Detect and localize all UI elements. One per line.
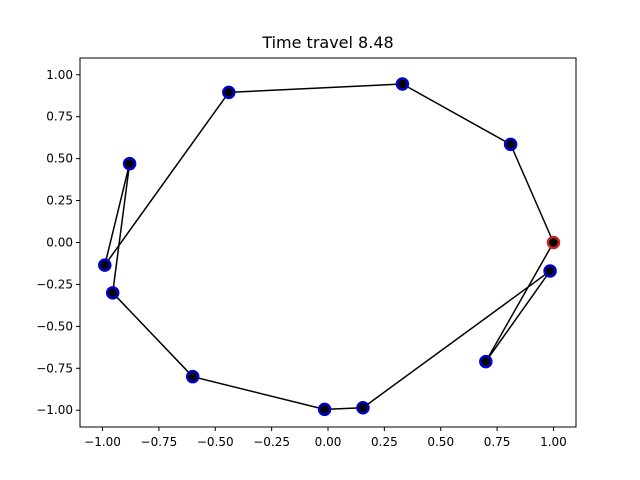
tour-points bbox=[98, 77, 561, 417]
y-tick-label: −1.00 bbox=[36, 403, 73, 417]
y-tick-label: −0.25 bbox=[36, 277, 73, 291]
y-tick-label: −0.75 bbox=[36, 361, 73, 375]
x-tick-label: −0.25 bbox=[253, 435, 290, 449]
y-tick-label: −0.50 bbox=[36, 319, 73, 333]
x-tick-label: 0.75 bbox=[484, 435, 511, 449]
start-city-point bbox=[546, 235, 561, 250]
city-point bbox=[317, 402, 332, 417]
y-axis: 1.00 0.75 0.50 0.25 0.00 −0.25 −0.50 −0.75 −1.00 bbox=[36, 68, 80, 417]
x-tick-label: 0.00 bbox=[315, 435, 342, 449]
tour-segment bbox=[402, 83, 511, 146]
x-tick-label: −0.75 bbox=[141, 435, 178, 449]
tour-segment bbox=[485, 242, 555, 362]
tour-segment bbox=[111, 163, 131, 293]
tour-segment bbox=[112, 292, 194, 378]
y-tick-label: 1.00 bbox=[46, 68, 73, 82]
city-point bbox=[105, 286, 120, 300]
city-point bbox=[395, 77, 410, 91]
y-tick-label: 0.50 bbox=[46, 152, 73, 166]
x-tick-label: 1.00 bbox=[540, 435, 567, 449]
city-point bbox=[543, 264, 557, 278]
y-tick-label: 0.25 bbox=[46, 194, 73, 208]
x-tick-label: 0.50 bbox=[427, 435, 454, 449]
city-point bbox=[98, 258, 112, 272]
tour-segment bbox=[104, 91, 230, 266]
city-point bbox=[503, 137, 518, 152]
y-tick-label: 0.75 bbox=[46, 110, 73, 124]
x-tick-label: −1.00 bbox=[84, 435, 121, 449]
x-tick-label: −0.50 bbox=[197, 435, 234, 449]
city-point bbox=[479, 354, 493, 369]
city-point bbox=[222, 85, 236, 100]
tour-segment bbox=[104, 163, 131, 266]
city-point bbox=[356, 400, 370, 415]
tour-segment bbox=[362, 270, 551, 409]
chart-title: Time travel 8.48 bbox=[261, 33, 393, 52]
tour-segment bbox=[192, 375, 325, 411]
x-axis: −1.00 −0.75 −0.50 −0.25 0.00 0.25 0.50 0.75 1.00 bbox=[84, 427, 567, 449]
y-tick-label: 0.00 bbox=[46, 236, 73, 250]
tour-segment bbox=[228, 83, 403, 94]
city-point bbox=[185, 369, 200, 384]
tour-segment bbox=[509, 144, 555, 243]
city-point bbox=[122, 156, 137, 171]
tour-lines bbox=[104, 83, 555, 411]
x-tick-label: 0.25 bbox=[371, 435, 398, 449]
tour-segment bbox=[485, 270, 551, 363]
